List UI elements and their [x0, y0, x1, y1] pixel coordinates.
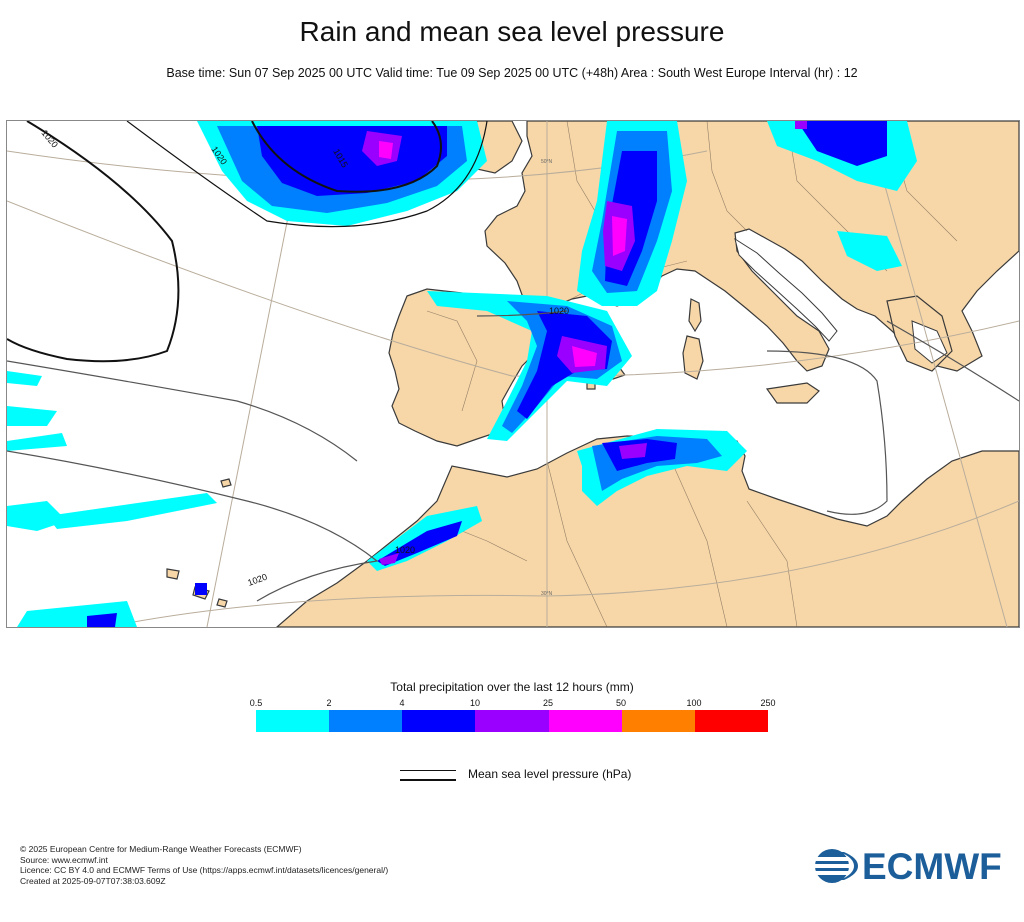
mslp-legend-label: Mean sea level pressure (hPa): [468, 767, 632, 781]
precip-spain-magenta: [572, 346, 597, 367]
forecast-map: 1020 1020 1015 1020 1020 1020 50°N 30°N: [6, 120, 1020, 628]
legend-title: Total precipitation over the last 12 hou…: [390, 680, 634, 694]
isobar-east: [886, 320, 1019, 402]
precip-spain-dark: [517, 311, 612, 419]
precip-ne-purple: [795, 121, 807, 129]
precip-canary: [195, 583, 207, 595]
isobars: [7, 121, 1019, 602]
precip-sw-1: [17, 601, 137, 627]
legend-tick: 10: [469, 698, 481, 708]
ecmwf-logo-text: ECMWF: [862, 846, 1002, 887]
legend-tick: 2: [326, 698, 332, 708]
legend-tick: 0.5: [249, 698, 263, 708]
ecmwf-logo-icon: [814, 849, 860, 883]
legend-tick: 4: [399, 698, 405, 708]
precip-west-4: [47, 493, 217, 529]
precip-ne-dark: [797, 121, 887, 166]
isobar-med: [766, 350, 888, 515]
swatch-50-100: [621, 710, 695, 732]
land-sardinia: [682, 335, 704, 380]
isobar-azores-high: [7, 121, 180, 363]
isobar-label-1: 1020: [39, 128, 60, 150]
precip-atlantic-magenta: [379, 141, 393, 159]
isobar-label-5: 1020: [395, 545, 415, 555]
footer-source: Source: www.ecmwf.int: [20, 854, 108, 865]
swatch-100-250: [694, 710, 768, 732]
isobar-atlantic-outer: [126, 121, 488, 228]
legend-tick: 50: [615, 698, 627, 708]
footer-copyright: © 2025 European Centre for Medium-Range …: [20, 844, 302, 854]
swatch-10-25: [475, 710, 549, 732]
precip-france-magenta: [612, 216, 627, 256]
isobar-label-4: 1020: [549, 306, 569, 316]
map-canvas: 1020 1020 1015 1020 1020 1020 50°N 30°N: [7, 121, 1019, 627]
land-corsica: [688, 298, 702, 333]
precip-algeria-purple: [619, 443, 647, 459]
legend-tick: 250: [760, 698, 776, 708]
footer-credits: © 2025 European Centre for Medium-Range …: [20, 844, 388, 886]
legend-tick: 100: [686, 698, 702, 708]
isobar-iberia: [476, 310, 568, 317]
footer-licence: Licence: CC BY 4.0 and ECMWF Terms of Us…: [20, 865, 389, 875]
swatch-0-5-2: [256, 710, 330, 732]
precip-west-1: [7, 406, 57, 426]
precip-west-3: [7, 501, 67, 531]
precip-colorbar: [256, 710, 768, 732]
latitude-labels: 50°N 30°N: [541, 159, 553, 597]
isobar-label-6: 1020: [246, 572, 268, 588]
chart-subtitle: Base time: Sun 07 Sep 2025 00 UTC Valid …: [166, 66, 858, 80]
land-sicily: [765, 382, 820, 404]
inland-sea: [734, 237, 948, 364]
ecmwf-logo: ECMWF: [814, 846, 1010, 887]
isobar-west-1: [7, 360, 358, 462]
aegean-sea: [911, 320, 948, 364]
land-madeira: [220, 478, 232, 488]
precip-west-5: [7, 371, 42, 386]
swatch-2-4: [329, 710, 403, 732]
land-canary-3: [216, 598, 228, 608]
precip-morocco-purple: [379, 553, 399, 565]
isobar-low-bold: [251, 121, 442, 193]
lat-label-50n: 50°N: [541, 159, 553, 165]
precip-west-2: [7, 433, 67, 451]
precipitation: [7, 121, 917, 627]
land-canary-1: [166, 568, 180, 580]
mslp-line-sample: [400, 770, 456, 781]
chart-title: Rain and mean sea level pressure: [299, 16, 725, 47]
lat-label-30n: 30°N: [541, 591, 553, 597]
isobar-south: [7, 450, 379, 602]
adriatic-sea: [734, 237, 838, 342]
precip-balkan: [837, 231, 902, 271]
swatch-25-50: [548, 710, 622, 732]
swatch-4-10: [402, 710, 476, 732]
legend-tick: 25: [542, 698, 554, 708]
precip-sw-2: [87, 613, 117, 627]
footer-created: Created at 2025-09-07T07:38:03.609Z: [20, 875, 166, 886]
